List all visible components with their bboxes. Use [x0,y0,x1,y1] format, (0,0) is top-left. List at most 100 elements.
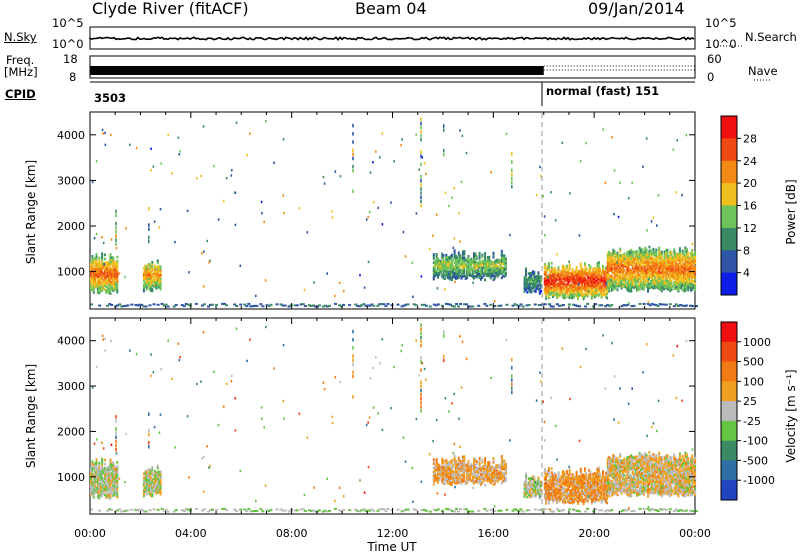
velocity-cell [158,490,161,494]
velocity-cell [579,496,582,499]
velocity-cell [559,496,561,500]
power-cell [101,260,104,264]
power-cell [559,275,561,278]
velocity-cell [437,477,439,480]
power-cell [478,262,481,265]
velocity-cell [600,480,603,484]
velocity-cell [484,459,487,462]
power-streak [442,148,445,153]
velocity-cell [626,462,629,466]
power-cell [112,260,115,264]
power-cell [665,276,667,279]
power-cell [446,272,449,276]
velocity-cell [92,489,95,493]
power-cell [692,271,695,275]
velocity-cell [109,480,112,484]
power-speck [578,282,580,286]
power-cell [582,272,585,276]
power-cell [525,304,529,307]
power-cell [102,284,105,288]
velocity-cell [597,472,600,476]
power-cell [642,259,645,262]
power-cell [531,284,534,288]
power-cell [590,272,593,276]
power-cell [547,268,550,271]
power-cell [659,273,662,277]
power-cell [438,273,441,277]
velocity-cell [553,490,556,494]
power-cell [471,269,474,273]
power-cell [671,258,674,261]
power-cell [96,275,99,278]
velocity-cell [600,478,603,482]
power-cell [103,261,106,265]
velocity-cell [597,474,600,478]
velocity-cell [432,480,435,484]
velocity-cell [537,488,540,492]
power-cell [674,271,677,274]
velocity-cell [596,494,599,497]
power-cell [586,290,589,294]
power-cell [484,266,487,269]
velocity-cell [550,485,553,489]
power-cell [609,283,612,286]
power-cell [663,273,666,276]
power-cell [647,252,649,256]
power-cell [647,275,649,279]
power-cell [527,288,530,292]
velocity-cell [527,493,530,497]
velocity-cell [560,475,563,478]
power-cell [110,266,113,270]
velocity-cell [609,466,612,469]
power-streak [352,189,354,193]
power-cell [91,275,94,279]
power-cell [540,285,543,289]
power-cell [642,253,645,256]
power-cell [634,262,637,266]
velocity-cell [155,486,158,489]
power-cell [543,273,546,276]
power-cell [560,292,563,296]
power-cell [486,258,489,261]
velocity-cell [627,492,630,496]
power-cell [536,276,539,280]
power-cell [609,262,612,266]
power-cell [446,256,449,259]
velocity-cell [525,472,527,476]
power-cell [457,305,460,308]
power-cell [435,254,438,258]
power-cell [629,252,631,255]
velocity-cell [574,475,577,478]
power-cell [460,258,463,262]
power-cell [496,270,499,274]
power-cell [623,258,626,262]
power-cell [105,279,108,282]
power-cell [637,272,640,275]
power-cell [450,276,453,279]
power-cell [99,285,102,289]
velocity-cell [563,501,566,505]
power-cell [448,270,451,274]
power-cell [446,260,449,263]
power-cell [557,274,560,278]
power-speck [453,237,456,240]
power-cell [102,282,105,286]
power-cell [641,272,644,276]
velocity-cell [113,477,116,481]
power-cell [678,282,681,285]
power-cell [154,274,156,278]
power-cell [471,275,474,279]
power-cell [616,282,619,285]
velocity-cell [622,481,624,485]
power-cell [536,281,539,284]
velocity-cell [492,461,495,464]
power-cell [624,255,627,258]
velocity-cell [500,475,503,479]
velocity-cell [108,482,110,485]
power-cell [694,276,697,279]
power-cell [554,279,557,282]
velocity-cell [459,469,462,473]
power-cell [677,263,680,266]
power-cell [622,282,624,286]
power-cell [634,254,637,258]
